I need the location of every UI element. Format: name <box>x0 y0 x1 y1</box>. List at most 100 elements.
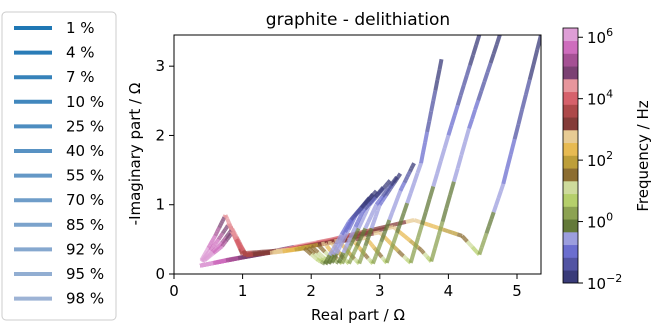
series-segment <box>444 194 453 209</box>
series-segment <box>440 207 449 223</box>
series-segment <box>405 257 409 262</box>
series-segment <box>340 256 347 265</box>
series-segment <box>217 224 223 229</box>
series-segment <box>373 209 380 218</box>
series-segment <box>496 190 503 199</box>
series-segment <box>215 247 220 252</box>
series-segment <box>353 221 360 228</box>
series-segment <box>423 131 430 143</box>
series-segment <box>412 236 421 251</box>
colorbar-swatch <box>563 79 578 93</box>
series-segment <box>348 239 355 247</box>
series-segment <box>421 250 426 255</box>
series-segment <box>371 203 379 212</box>
series-segment <box>505 153 513 170</box>
series-segment <box>226 235 231 240</box>
series-segment <box>216 226 222 231</box>
series-segment <box>474 249 479 255</box>
series-segment <box>317 256 322 261</box>
legend-label: 7 % <box>66 68 95 86</box>
series-segment <box>388 242 396 254</box>
series-segment <box>227 223 233 229</box>
series-segment <box>353 227 361 236</box>
series-segment <box>499 183 506 192</box>
legend-label: 98 % <box>66 290 104 308</box>
series-segment <box>409 165 415 170</box>
colorbar-swatch <box>563 40 578 54</box>
series-segment <box>372 227 381 234</box>
series-segment <box>342 225 349 232</box>
series-segment <box>238 245 244 250</box>
series-segment <box>355 259 359 263</box>
series-segment <box>380 255 385 260</box>
series-segment <box>402 254 406 259</box>
series-segment <box>359 251 366 259</box>
series-segment <box>455 94 463 106</box>
series-segment <box>219 220 225 225</box>
legend-label: 4 % <box>66 44 95 62</box>
legend-label: 95 % <box>66 265 104 283</box>
series-segment <box>310 249 315 255</box>
series-segment <box>512 123 521 140</box>
x-tick-label: 0 <box>169 282 179 300</box>
series-segment <box>382 226 389 236</box>
series-segment <box>379 233 386 243</box>
series-segment <box>242 252 248 257</box>
series-segment <box>382 258 387 262</box>
series-segment <box>384 181 390 187</box>
series-segment <box>213 232 219 237</box>
series-segment <box>375 204 382 212</box>
series-segment <box>345 245 353 253</box>
y-tick-label: 3 <box>155 57 165 75</box>
series-3 <box>199 35 482 268</box>
series-segment <box>386 179 392 185</box>
series-segment <box>384 237 390 243</box>
series-segment <box>389 181 395 187</box>
series-segment <box>429 247 437 263</box>
series-segment <box>218 241 224 247</box>
series-segment <box>216 236 222 241</box>
legend: 1 % 4 % 7 % 10 % 25 % 40 % 55 % 70 % 85 % 92 % 95 … <box>1 11 117 321</box>
series-segment <box>330 257 336 264</box>
series-segment <box>355 215 363 223</box>
series-segment <box>385 186 391 193</box>
series-segment <box>304 247 309 253</box>
colorbar-swatch <box>563 28 578 42</box>
series-segment <box>351 226 358 234</box>
series-segment <box>220 240 225 244</box>
series-segment <box>396 172 403 178</box>
series-segment <box>219 244 224 250</box>
series-segment <box>352 257 357 261</box>
series-segment <box>451 230 458 237</box>
series-segment <box>488 53 496 64</box>
series-segment <box>227 230 232 235</box>
series-segment <box>446 124 454 136</box>
series-segment <box>205 251 210 257</box>
legend-entry: 55 % <box>14 167 104 185</box>
series-segment <box>344 259 349 263</box>
series-segment <box>351 213 357 219</box>
series-segment <box>230 231 236 236</box>
series-segment <box>427 110 434 122</box>
series-segment <box>460 234 466 240</box>
y-axis-label: -Imaginary part / Ω <box>126 83 144 226</box>
series-segment <box>313 248 319 253</box>
legend-entry: 92 % <box>14 240 104 258</box>
series-segment <box>348 252 353 257</box>
series-segment <box>476 90 484 102</box>
series-segment <box>473 99 481 111</box>
series-segment <box>379 186 385 192</box>
series-segment <box>448 181 456 196</box>
series-segment <box>330 245 337 253</box>
series-segment <box>347 256 354 265</box>
series-segment <box>316 251 321 256</box>
series-segment <box>516 109 525 125</box>
series-segment <box>393 197 400 207</box>
series-segment <box>392 245 398 251</box>
series-segment <box>359 215 366 224</box>
series-segment <box>494 35 502 46</box>
series-segment <box>415 162 423 174</box>
series-segment <box>447 229 454 235</box>
series-segment <box>369 198 375 204</box>
colorbar-swatch <box>563 193 578 207</box>
